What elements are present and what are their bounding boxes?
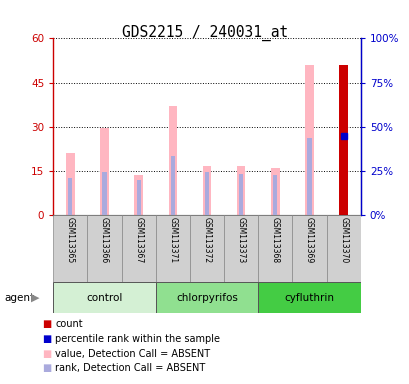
- Bar: [53, 215, 87, 282]
- Text: rank, Detection Call = ABSENT: rank, Detection Call = ABSENT: [55, 363, 205, 373]
- Bar: [273, 175, 277, 215]
- Bar: [171, 156, 175, 215]
- Text: ▶: ▶: [31, 293, 39, 303]
- Bar: [339, 65, 347, 215]
- Text: chlorpyrifos: chlorpyrifos: [176, 293, 237, 303]
- Bar: [204, 172, 209, 215]
- Text: GSM113373: GSM113373: [236, 217, 245, 263]
- Bar: [258, 215, 292, 282]
- Text: GSM113366: GSM113366: [100, 217, 109, 263]
- Text: GSM113367: GSM113367: [134, 217, 143, 263]
- Bar: [168, 106, 177, 215]
- Bar: [68, 178, 72, 215]
- Bar: [270, 168, 279, 215]
- Text: value, Detection Call = ABSENT: value, Detection Call = ABSENT: [55, 349, 210, 359]
- Bar: [224, 215, 258, 282]
- Text: GSM113370: GSM113370: [338, 217, 347, 263]
- Text: cyfluthrin: cyfluthrin: [284, 293, 334, 303]
- Text: GSM113369: GSM113369: [304, 217, 313, 263]
- Bar: [307, 139, 311, 215]
- Text: ■: ■: [43, 349, 52, 359]
- Bar: [236, 167, 245, 215]
- Text: percentile rank within the sample: percentile rank within the sample: [55, 334, 220, 344]
- Text: agent: agent: [4, 293, 34, 303]
- Text: GSM113365: GSM113365: [66, 217, 75, 263]
- Text: GDS2215 / 240031_at: GDS2215 / 240031_at: [121, 25, 288, 41]
- Bar: [305, 65, 313, 215]
- Text: GSM113371: GSM113371: [168, 217, 177, 263]
- Bar: [258, 282, 360, 313]
- Text: count: count: [55, 319, 83, 329]
- Bar: [53, 282, 155, 313]
- Bar: [189, 215, 224, 282]
- Text: ■: ■: [43, 334, 52, 344]
- Bar: [100, 128, 108, 215]
- Text: GSM113368: GSM113368: [270, 217, 279, 263]
- Bar: [121, 215, 155, 282]
- Text: ■: ■: [43, 363, 52, 373]
- Bar: [202, 167, 211, 215]
- Bar: [155, 282, 258, 313]
- Bar: [238, 174, 243, 215]
- Bar: [134, 175, 143, 215]
- Bar: [66, 153, 74, 215]
- Text: control: control: [86, 293, 122, 303]
- Text: ■: ■: [43, 319, 52, 329]
- Bar: [155, 215, 189, 282]
- Text: GSM113372: GSM113372: [202, 217, 211, 263]
- Bar: [292, 215, 326, 282]
- Bar: [326, 215, 360, 282]
- Bar: [102, 172, 106, 215]
- Bar: [136, 180, 140, 215]
- Bar: [87, 215, 121, 282]
